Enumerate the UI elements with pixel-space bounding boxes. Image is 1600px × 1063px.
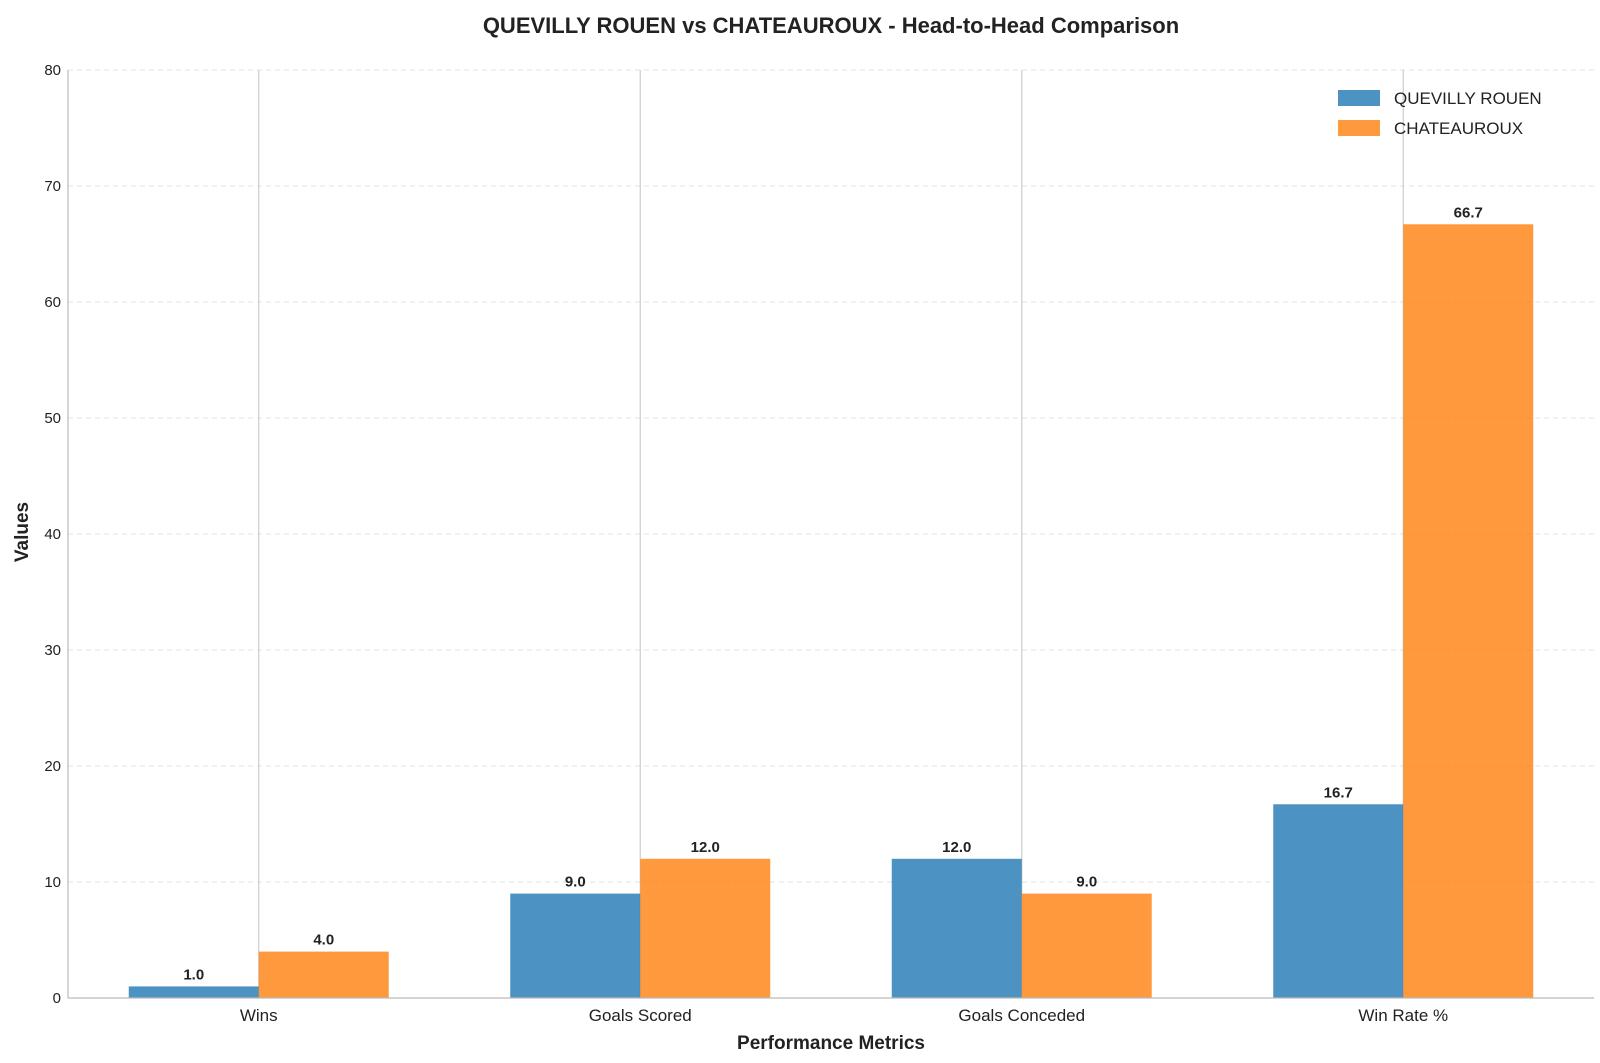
bar-chateauroux: [1403, 224, 1534, 998]
data-labels: 1.0 4.0 9.0 12.0 12.0 9.0 16.7 66.7: [183, 204, 1483, 983]
y-tick-label: 70: [44, 178, 61, 195]
bar-chateauroux: [640, 858, 771, 998]
bar-quevilly-rouen: [1273, 804, 1404, 998]
legend-label: QUEVILLY ROUEN: [1394, 89, 1542, 108]
y-tick-label: 80: [44, 62, 61, 79]
gridlines: [68, 69, 1594, 998]
y-tick-label: 10: [44, 874, 61, 891]
x-tick-label: Win Rate %: [1358, 1006, 1448, 1025]
y-tick-label: 0: [53, 990, 61, 1007]
bar-chateauroux: [1021, 893, 1152, 998]
bar-value-label: 66.7: [1454, 204, 1483, 221]
legend: QUEVILLY ROUEN CHATEAUROUX: [1338, 89, 1542, 138]
bar-value-label: 9.0: [565, 874, 586, 891]
x-tick-label: Goals Conceded: [958, 1006, 1085, 1025]
y-tick-label: 20: [44, 758, 61, 775]
bars: [128, 224, 1534, 998]
bar-value-label: 1.0: [183, 966, 204, 983]
legend-swatch: [1338, 90, 1380, 106]
y-axis-ticks: 0 10 20 30 40 50 60 70 80: [44, 62, 61, 1007]
y-tick-label: 50: [44, 410, 61, 427]
bar-quevilly-rouen: [510, 893, 641, 998]
y-axis-title: Values: [12, 502, 33, 562]
chart-title: QUEVILLY ROUEN vs CHATEAUROUX - Head-to-…: [483, 13, 1179, 38]
legend-label: CHATEAUROUX: [1394, 119, 1523, 138]
bar-value-label: 4.0: [313, 932, 334, 949]
x-axis-ticks: Wins Goals Scored Goals Conceded Win Rate %: [240, 1006, 1448, 1025]
axes: [67, 70, 1594, 999]
legend-swatch: [1338, 120, 1380, 136]
x-tick-label: Goals Scored: [589, 1006, 692, 1025]
bar-value-label: 12.0: [942, 839, 971, 856]
bar-value-label: 16.7: [1324, 784, 1353, 801]
x-axis-title: Performance Metrics: [737, 1033, 925, 1054]
bar-quevilly-rouen: [891, 858, 1022, 998]
bar-value-label: 12.0: [691, 839, 720, 856]
y-tick-label: 60: [44, 294, 61, 311]
bar-chateauroux: [258, 951, 389, 998]
bar-quevilly-rouen: [128, 986, 259, 998]
y-tick-label: 30: [44, 642, 61, 659]
x-tick-label: Wins: [240, 1006, 278, 1025]
bar-value-label: 9.0: [1076, 874, 1097, 891]
y-tick-label: 40: [44, 526, 61, 543]
